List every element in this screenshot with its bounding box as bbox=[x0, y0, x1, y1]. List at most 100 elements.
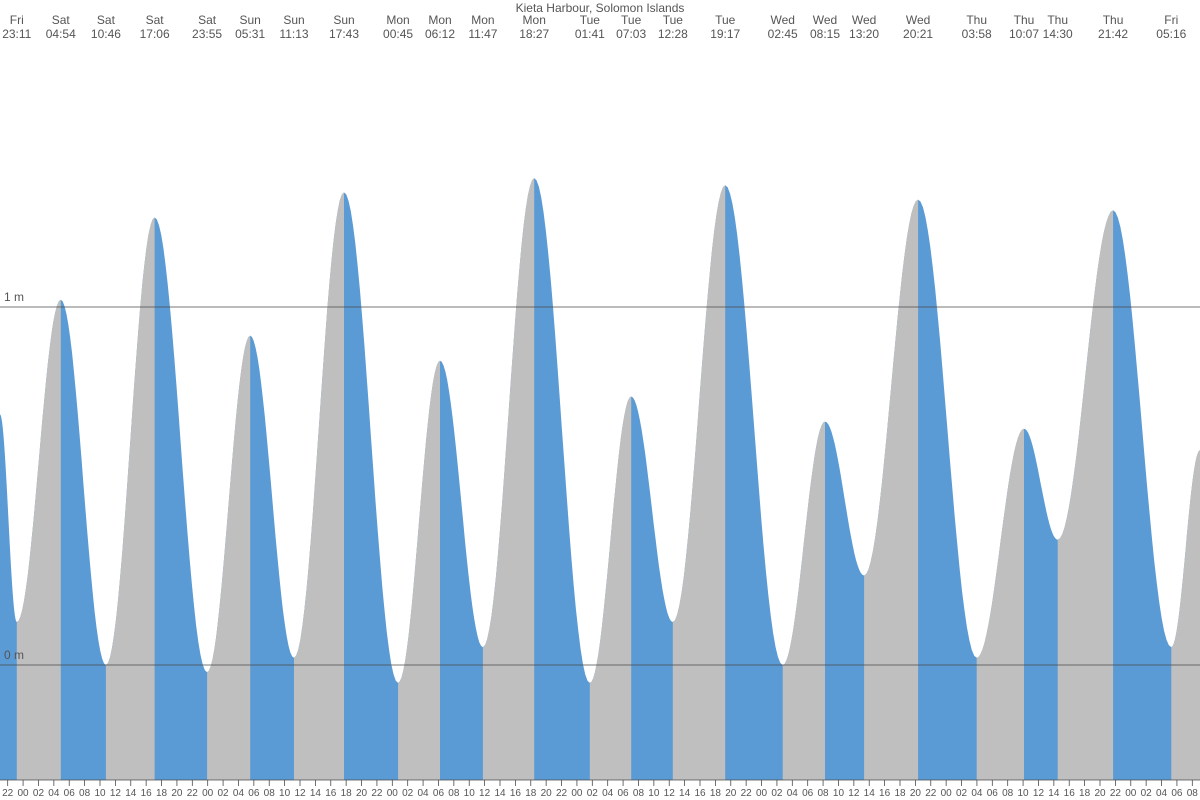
x-tick-label: 08 bbox=[79, 788, 91, 799]
x-tick-label: 02 bbox=[587, 788, 599, 799]
top-label-day: Mon bbox=[428, 13, 451, 27]
x-tick-label: 04 bbox=[233, 788, 245, 799]
x-tick-label: 18 bbox=[341, 788, 353, 799]
top-label-day: Wed bbox=[770, 13, 794, 27]
top-label-time: 17:43 bbox=[329, 27, 359, 41]
top-label-day: Sun bbox=[333, 13, 354, 27]
top-label-day: Wed bbox=[852, 13, 876, 27]
x-tick-label: 00 bbox=[202, 788, 214, 799]
top-label-time: 14:30 bbox=[1043, 27, 1073, 41]
x-tick-label: 16 bbox=[694, 788, 706, 799]
x-tick-label: 06 bbox=[987, 788, 999, 799]
x-tick-label: 22 bbox=[187, 788, 199, 799]
y-axis-label: 0 m bbox=[4, 648, 24, 662]
top-label-day: Thu bbox=[1047, 13, 1068, 27]
top-label-day: Sat bbox=[52, 13, 71, 27]
top-label-time: 03:58 bbox=[962, 27, 992, 41]
x-tick-label: 14 bbox=[125, 788, 137, 799]
top-label-day: Mon bbox=[386, 13, 409, 27]
x-tick-label: 22 bbox=[556, 788, 568, 799]
x-tick-label: 14 bbox=[864, 788, 876, 799]
tide-chart: 1 m0 mKieta Harbour, Solomon IslandsFri2… bbox=[0, 0, 1200, 800]
x-tick-label: 20 bbox=[171, 788, 183, 799]
x-tick-label: 04 bbox=[1156, 788, 1168, 799]
x-tick-label: 20 bbox=[356, 788, 368, 799]
top-label-day: Mon bbox=[523, 13, 546, 27]
x-tick-label: 14 bbox=[494, 788, 506, 799]
top-label-time: 10:46 bbox=[91, 27, 121, 41]
top-label-day: Tue bbox=[621, 13, 642, 27]
x-tick-label: 18 bbox=[894, 788, 906, 799]
top-label-day: Thu bbox=[1014, 13, 1035, 27]
top-label-time: 23:55 bbox=[192, 27, 222, 41]
top-label-time: 02:45 bbox=[768, 27, 798, 41]
x-tick-label: 14 bbox=[679, 788, 691, 799]
x-tick-label: 22 bbox=[1110, 788, 1122, 799]
x-tick-label: 22 bbox=[371, 788, 383, 799]
top-label-time: 05:16 bbox=[1156, 27, 1186, 41]
x-tick-label: 12 bbox=[664, 788, 676, 799]
top-label-time: 11:13 bbox=[279, 27, 308, 41]
x-tick-label: 02 bbox=[218, 788, 230, 799]
top-label-time: 10:07 bbox=[1009, 27, 1039, 41]
x-tick-label: 22 bbox=[2, 788, 14, 799]
top-label-day: Sun bbox=[283, 13, 304, 27]
top-label-day: Mon bbox=[471, 13, 494, 27]
top-label-day: Sat bbox=[146, 13, 165, 27]
top-label-day: Tue bbox=[663, 13, 684, 27]
x-tick-label: 18 bbox=[525, 788, 537, 799]
x-tick-label: 02 bbox=[402, 788, 414, 799]
top-label-time: 01:41 bbox=[575, 27, 605, 41]
x-tick-label: 08 bbox=[633, 788, 645, 799]
x-tick-label: 02 bbox=[771, 788, 783, 799]
top-label-time: 06:12 bbox=[425, 27, 455, 41]
top-label-time: 20:21 bbox=[903, 27, 933, 41]
x-tick-label: 10 bbox=[833, 788, 845, 799]
top-label-time: 00:45 bbox=[383, 27, 413, 41]
x-tick-label: 18 bbox=[710, 788, 722, 799]
x-tick-label: 16 bbox=[1064, 788, 1076, 799]
x-tick-label: 04 bbox=[971, 788, 983, 799]
x-tick-label: 04 bbox=[418, 788, 430, 799]
top-label-time: 17:06 bbox=[140, 27, 170, 41]
x-tick-label: 00 bbox=[387, 788, 399, 799]
x-tick-label: 10 bbox=[279, 788, 291, 799]
x-tick-label: 16 bbox=[141, 788, 153, 799]
top-label-time: 19:17 bbox=[710, 27, 740, 41]
top-label-time: 04:54 bbox=[46, 27, 76, 41]
x-tick-label: 02 bbox=[33, 788, 45, 799]
x-tick-label: 04 bbox=[787, 788, 799, 799]
top-label-day: Fri bbox=[1164, 13, 1178, 27]
top-label-time: 13:20 bbox=[849, 27, 879, 41]
x-tick-label: 06 bbox=[433, 788, 445, 799]
top-label-day: Sat bbox=[198, 13, 217, 27]
x-tick-label: 10 bbox=[648, 788, 660, 799]
top-label-time: 07:03 bbox=[616, 27, 646, 41]
x-tick-label: 12 bbox=[294, 788, 306, 799]
top-label-day: Tue bbox=[715, 13, 736, 27]
x-tick-label: 00 bbox=[18, 788, 30, 799]
y-axis-label: 1 m bbox=[4, 290, 24, 304]
x-tick-label: 20 bbox=[910, 788, 922, 799]
x-tick-label: 00 bbox=[1125, 788, 1137, 799]
x-tick-label: 06 bbox=[1171, 788, 1183, 799]
top-label-time: 08:15 bbox=[810, 27, 840, 41]
x-tick-label: 16 bbox=[325, 788, 337, 799]
x-tick-label: 18 bbox=[1079, 788, 1091, 799]
top-label-time: 23:11 bbox=[2, 27, 31, 41]
x-tick-label: 20 bbox=[541, 788, 553, 799]
top-label-day: Thu bbox=[966, 13, 987, 27]
top-label-time: 18:27 bbox=[519, 27, 549, 41]
top-label-day: Sat bbox=[97, 13, 116, 27]
top-label-time: 11:47 bbox=[468, 27, 497, 41]
x-tick-label: 16 bbox=[879, 788, 891, 799]
x-tick-label: 04 bbox=[602, 788, 614, 799]
x-tick-label: 08 bbox=[448, 788, 460, 799]
x-tick-label: 18 bbox=[156, 788, 168, 799]
x-tick-label: 08 bbox=[1002, 788, 1014, 799]
x-tick-label: 00 bbox=[571, 788, 583, 799]
x-tick-label: 02 bbox=[956, 788, 968, 799]
x-tick-label: 02 bbox=[1141, 788, 1153, 799]
top-label-day: Sun bbox=[239, 13, 260, 27]
x-tick-label: 04 bbox=[48, 788, 60, 799]
